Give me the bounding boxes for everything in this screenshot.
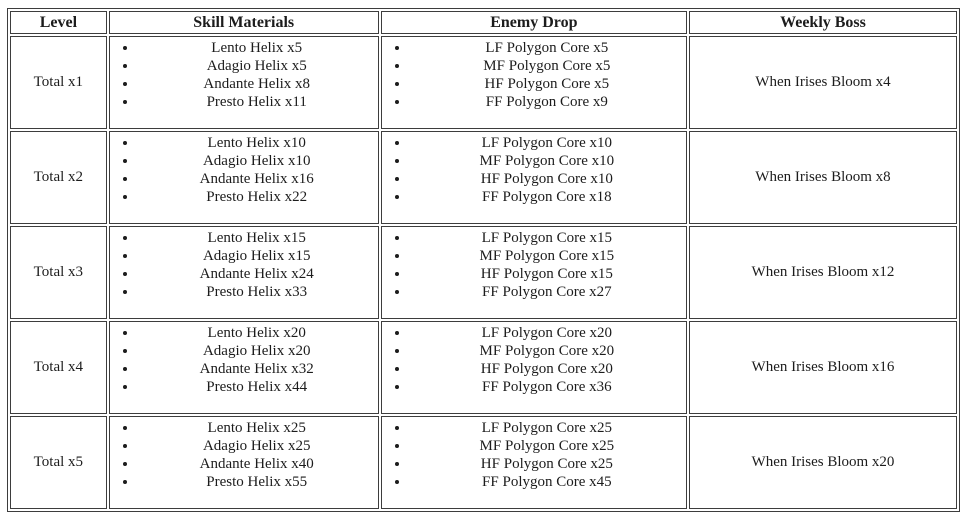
- enemy-drop-item: HF Polygon Core x10: [410, 170, 684, 188]
- skill-material-item: Adagio Helix x5: [138, 57, 376, 75]
- weekly-boss-cell: When Irises Bloom x20: [688, 416, 957, 509]
- weekly-boss-cell: When Irises Bloom x8: [688, 131, 957, 224]
- table-row: Total x1Lento Helix x5Adagio Helix x5And…: [10, 36, 957, 129]
- skill-material-item: Adagio Helix x10: [138, 152, 376, 170]
- header-skill-materials: Skill Materials: [108, 11, 379, 34]
- enemy-drop-cell-list: LF Polygon Core x15MF Polygon Core x15HF…: [384, 229, 684, 301]
- enemy-drop-item: LF Polygon Core x15: [410, 229, 684, 247]
- skill-material-item: Lento Helix x10: [138, 134, 376, 152]
- enemy-drop-item: LF Polygon Core x20: [410, 324, 684, 342]
- level-cell: Total x5: [10, 416, 107, 509]
- table-row: Total x4Lento Helix x20Adagio Helix x20A…: [10, 321, 957, 414]
- enemy-drop-item: HF Polygon Core x15: [410, 265, 684, 283]
- enemy-drop-item: MF Polygon Core x10: [410, 152, 684, 170]
- enemy-drop-item: FF Polygon Core x9: [410, 93, 684, 111]
- table-row: Total x3Lento Helix x15Adagio Helix x15A…: [10, 226, 957, 319]
- skill-materials-cell-list: Lento Helix x10Adagio Helix x10Andante H…: [112, 134, 376, 206]
- skill-materials-cell-list: Lento Helix x5Adagio Helix x5Andante Hel…: [112, 39, 376, 111]
- skill-materials-table: Level Skill Materials Enemy Drop Weekly …: [7, 8, 960, 512]
- enemy-drop-cell-list: LF Polygon Core x20MF Polygon Core x20HF…: [384, 324, 684, 396]
- skill-materials-cell: Lento Helix x15Adagio Helix x15Andante H…: [108, 226, 379, 319]
- table-row: Total x2Lento Helix x10Adagio Helix x10A…: [10, 131, 957, 224]
- enemy-drop-item: FF Polygon Core x36: [410, 378, 684, 396]
- level-cell: Total x3: [10, 226, 107, 319]
- skill-material-item: Andante Helix x24: [138, 265, 376, 283]
- skill-material-item: Andante Helix x8: [138, 75, 376, 93]
- skill-material-item: Adagio Helix x25: [138, 437, 376, 455]
- enemy-drop-cell-list: LF Polygon Core x10MF Polygon Core x10HF…: [384, 134, 684, 206]
- enemy-drop-item: HF Polygon Core x25: [410, 455, 684, 473]
- enemy-drop-item: MF Polygon Core x5: [410, 57, 684, 75]
- enemy-drop-item: HF Polygon Core x5: [410, 75, 684, 93]
- skill-materials-cell-list: Lento Helix x25Adagio Helix x25Andante H…: [112, 419, 376, 491]
- skill-material-item: Adagio Helix x15: [138, 247, 376, 265]
- enemy-drop-cell: LF Polygon Core x25MF Polygon Core x25HF…: [380, 416, 687, 509]
- level-cell: Total x4: [10, 321, 107, 414]
- skill-material-item: Presto Helix x33: [138, 283, 376, 301]
- skill-materials-cell: Lento Helix x10Adagio Helix x10Andante H…: [108, 131, 379, 224]
- enemy-drop-item: HF Polygon Core x20: [410, 360, 684, 378]
- header-level: Level: [10, 11, 107, 34]
- enemy-drop-item: MF Polygon Core x15: [410, 247, 684, 265]
- enemy-drop-item: LF Polygon Core x10: [410, 134, 684, 152]
- skill-material-item: Presto Helix x55: [138, 473, 376, 491]
- skill-material-item: Andante Helix x32: [138, 360, 376, 378]
- enemy-drop-item: MF Polygon Core x25: [410, 437, 684, 455]
- skill-materials-cell-list: Lento Helix x20Adagio Helix x20Andante H…: [112, 324, 376, 396]
- enemy-drop-item: LF Polygon Core x5: [410, 39, 684, 57]
- header-enemy-drop: Enemy Drop: [380, 11, 687, 34]
- skill-material-item: Andante Helix x16: [138, 170, 376, 188]
- enemy-drop-item: FF Polygon Core x27: [410, 283, 684, 301]
- skill-material-item: Lento Helix x15: [138, 229, 376, 247]
- skill-material-item: Presto Helix x44: [138, 378, 376, 396]
- skill-material-item: Presto Helix x22: [138, 188, 376, 206]
- skill-materials-cell: Lento Helix x20Adagio Helix x20Andante H…: [108, 321, 379, 414]
- weekly-boss-cell: When Irises Bloom x16: [688, 321, 957, 414]
- enemy-drop-item: FF Polygon Core x18: [410, 188, 684, 206]
- enemy-drop-item: FF Polygon Core x45: [410, 473, 684, 491]
- skill-materials-cell-list: Lento Helix x15Adagio Helix x15Andante H…: [112, 229, 376, 301]
- enemy-drop-item: MF Polygon Core x20: [410, 342, 684, 360]
- enemy-drop-cell: LF Polygon Core x15MF Polygon Core x15HF…: [380, 226, 687, 319]
- skill-material-item: Adagio Helix x20: [138, 342, 376, 360]
- header-weekly-boss: Weekly Boss: [688, 11, 957, 34]
- skill-materials-cell: Lento Helix x25Adagio Helix x25Andante H…: [108, 416, 379, 509]
- skill-material-item: Andante Helix x40: [138, 455, 376, 473]
- enemy-drop-cell: LF Polygon Core x10MF Polygon Core x10HF…: [380, 131, 687, 224]
- skill-material-item: Lento Helix x5: [138, 39, 376, 57]
- weekly-boss-cell: When Irises Bloom x12: [688, 226, 957, 319]
- enemy-drop-cell: LF Polygon Core x5MF Polygon Core x5HF P…: [380, 36, 687, 129]
- enemy-drop-item: LF Polygon Core x25: [410, 419, 684, 437]
- skill-material-item: Presto Helix x11: [138, 93, 376, 111]
- table-row: Total x5Lento Helix x25Adagio Helix x25A…: [10, 416, 957, 509]
- skill-material-item: Lento Helix x20: [138, 324, 376, 342]
- weekly-boss-cell: When Irises Bloom x4: [688, 36, 957, 129]
- skill-material-item: Lento Helix x25: [138, 419, 376, 437]
- level-cell: Total x2: [10, 131, 107, 224]
- skill-materials-cell: Lento Helix x5Adagio Helix x5Andante Hel…: [108, 36, 379, 129]
- table-header-row: Level Skill Materials Enemy Drop Weekly …: [10, 11, 957, 34]
- level-cell: Total x1: [10, 36, 107, 129]
- enemy-drop-cell: LF Polygon Core x20MF Polygon Core x20HF…: [380, 321, 687, 414]
- enemy-drop-cell-list: LF Polygon Core x25MF Polygon Core x25HF…: [384, 419, 684, 491]
- enemy-drop-cell-list: LF Polygon Core x5MF Polygon Core x5HF P…: [384, 39, 684, 111]
